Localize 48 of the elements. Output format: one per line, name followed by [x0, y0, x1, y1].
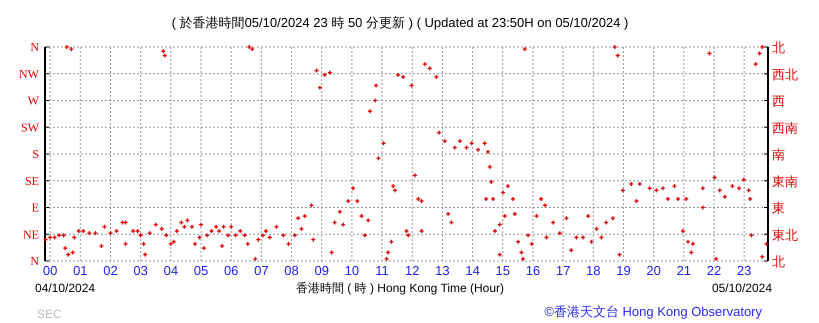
text: 東 [772, 200, 785, 216]
chart-title: ( 於香港時間05/10/2024 23 時 50 分更新 ) ( Updated at 23:50H on 05/10/2024 ) [172, 15, 628, 30]
text: NE [23, 227, 39, 242]
text: W [28, 94, 40, 108]
text: 北 [772, 254, 785, 269]
text: NW [19, 66, 40, 81]
x-tick-label: 01 [73, 263, 88, 278]
x-tick-label: 02 [103, 263, 118, 278]
x-tick-label: 04 [164, 263, 178, 278]
x-tick-label: 23 [736, 263, 752, 278]
text: SE [24, 174, 39, 188]
text: 北 [772, 40, 785, 55]
x-tick-label: 13 [435, 263, 450, 278]
x-tick-label: 16 [526, 263, 540, 278]
x-tick-label: 18 [586, 263, 601, 278]
text: 南 [772, 147, 785, 162]
text: 西 [772, 94, 785, 108]
text: 西北 [772, 66, 798, 82]
x-tick-label: 15 [496, 263, 510, 278]
x-tick-label: 00 [42, 263, 58, 278]
text: ©香港天文台 Hong Kong Observatory [544, 304, 762, 319]
x-axis-title: 香港時間 ( 時 ) Hong Kong Time (Hour) [296, 281, 504, 295]
x-tick-label: 12 [405, 263, 420, 278]
x-tick-label: 08 [284, 263, 299, 278]
x-tick-label: 09 [314, 263, 329, 278]
x-tick-label: 19 [616, 263, 631, 278]
x-tick-label: 22 [706, 263, 722, 278]
text: N [30, 40, 40, 54]
x-tick-label: 14 [465, 263, 480, 278]
x-tick-label: 20 [646, 263, 661, 278]
text: E [32, 200, 39, 214]
text: 西南 [772, 120, 798, 136]
x-tick-label: 03 [133, 263, 148, 278]
x-tick-label: 17 [556, 263, 570, 278]
text: SEC [37, 307, 62, 321]
text: N [30, 254, 40, 268]
x-tick-label: 10 [344, 263, 360, 278]
text: 東北 [772, 227, 798, 242]
x-tick-label: 05 [194, 263, 208, 278]
text: S [32, 147, 39, 161]
x-tick-label: 07 [254, 263, 269, 278]
x-tick-label: 21 [676, 263, 692, 278]
x-tick-label: 11 [375, 263, 389, 278]
x-tick-label: 06 [224, 263, 238, 278]
text: SW [21, 120, 40, 134]
text: 東南 [772, 174, 798, 189]
text: 05/10/2024 [712, 281, 772, 295]
text: 04/10/2024 [35, 281, 96, 295]
